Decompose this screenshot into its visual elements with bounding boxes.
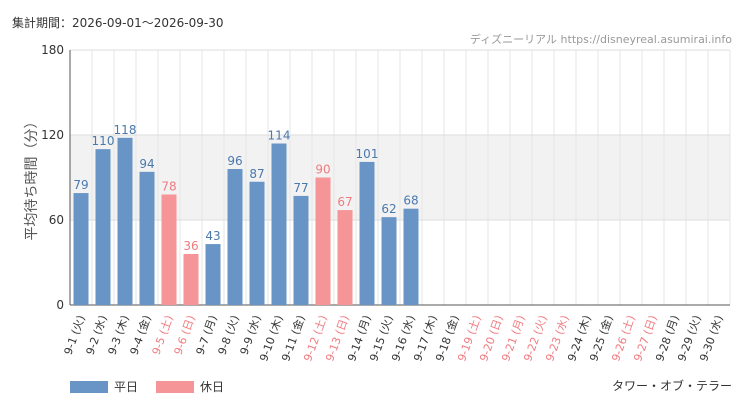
bar-value-label: 94 [139,157,154,171]
legend-item-holiday: 休日 [156,378,224,395]
bar-value-label: 114 [268,129,291,143]
attraction-name: タワー・オブ・テラー [611,379,732,393]
y-tick-label: 120 [41,128,64,142]
bar [315,177,331,305]
legend-swatch-weekday [70,380,108,393]
bar-value-label: 87 [249,167,264,181]
bar [337,210,353,305]
legend: 平日 休日 [70,378,242,395]
bar-value-label: 110 [92,134,115,148]
bar-value-label: 101 [356,147,379,161]
bar-value-label: 79 [73,178,88,192]
bar-value-label: 96 [227,154,242,168]
bar [161,194,177,305]
bar [381,217,397,305]
y-tick-label: 60 [49,213,64,227]
y-tick-label: 180 [41,43,64,57]
bar [117,137,133,305]
y-axis-title: 平均待ち時間（分） [24,115,40,241]
bar-value-label: 90 [315,163,330,177]
bar-value-label: 43 [205,229,220,243]
legend-swatch-holiday [156,380,195,393]
bar [95,149,111,305]
legend-label-weekday: 平日 [114,380,139,394]
bar-value-label: 62 [381,202,396,216]
bar [227,169,243,305]
bar [359,161,375,305]
bar-value-label: 68 [403,194,418,208]
bar-value-label: 67 [337,195,352,209]
legend-item-weekday: 平日 [70,378,138,395]
bar [205,244,221,305]
bar [271,143,287,305]
bar [249,181,265,305]
bar [293,195,309,305]
bar [403,208,419,305]
legend-label-holiday: 休日 [200,380,225,394]
bar [183,254,199,305]
period-label: 集計期間：2026-09-01〜2026-09-30 [12,16,224,30]
bar-value-label: 36 [183,239,198,253]
bar-value-label: 77 [293,181,308,195]
bar-value-label: 78 [161,180,176,194]
bar [73,193,89,305]
bar [139,171,155,305]
y-tick-label: 0 [56,298,64,312]
bar-value-label: 118 [114,123,137,137]
source-label: ディズニーリアル https://disneyreal.asumirai.inf… [469,33,732,46]
